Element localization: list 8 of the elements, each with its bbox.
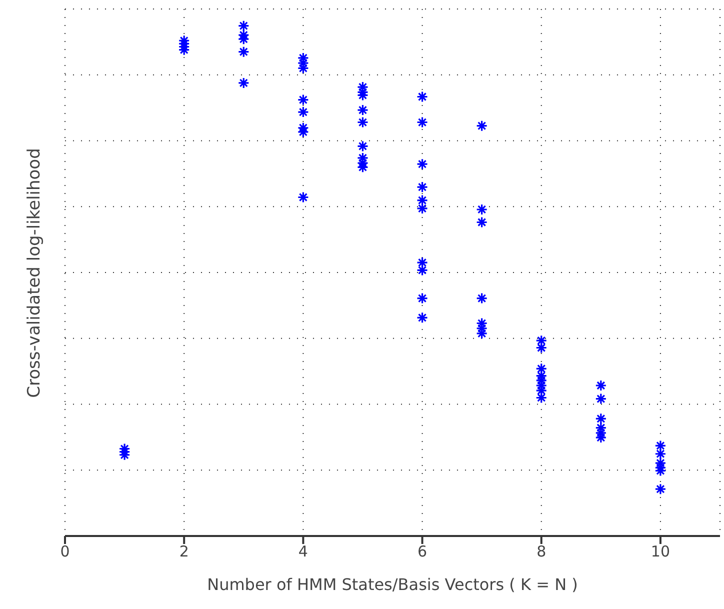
- x-tick-label: 2: [179, 542, 189, 561]
- x-tick-label: 6: [418, 542, 428, 561]
- x-tick-label: 8: [536, 542, 546, 561]
- y-axis-title: Cross-validated log-likelihood: [24, 146, 44, 400]
- x-axis-title: Number of HMM States/Basis Vectors ( K = N ): [207, 575, 578, 594]
- x-tick-label: 0: [60, 542, 70, 561]
- x-tick-label: 4: [298, 542, 308, 561]
- x-tick-label: 10: [650, 542, 670, 561]
